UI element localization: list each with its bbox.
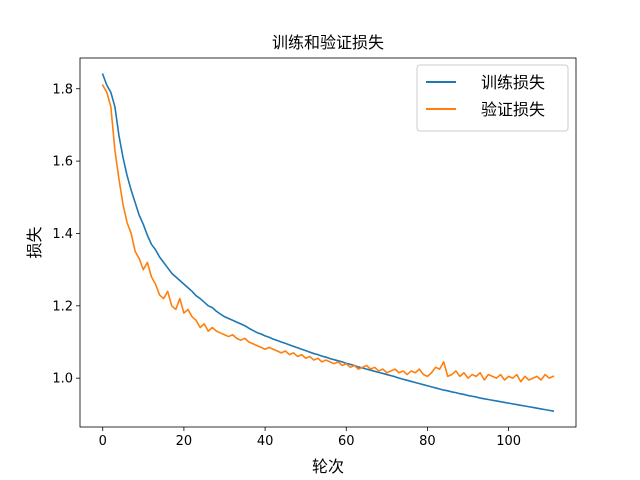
y-axis-ticks: 1.0 1.2 1.4 1.6 1.8 (52, 82, 80, 387)
y-tick-label: 1.6 (52, 155, 73, 170)
legend: 训练损失 验证损失 (416, 64, 569, 132)
y-tick-label: 1.4 (52, 227, 73, 242)
x-axis-ticks: 0 20 40 60 80 100 (99, 427, 521, 449)
x-tick-label: 0 (99, 434, 107, 449)
train-loss-line (101, 73, 555, 413)
y-axis-label: 损失 (25, 226, 44, 258)
y-tick-label: 1.2 (52, 299, 73, 314)
y-tick-label: 1.0 (52, 372, 73, 387)
legend-label-val: 验证损失 (481, 100, 545, 119)
val-loss-line (101, 84, 555, 383)
series-layer (101, 73, 555, 413)
x-axis-label: 轮次 (312, 457, 344, 476)
x-tick-label: 60 (338, 434, 355, 449)
x-tick-label: 100 (496, 434, 521, 449)
x-tick-label: 80 (419, 434, 436, 449)
y-tick-label: 1.8 (52, 82, 73, 97)
x-tick-label: 20 (176, 434, 193, 449)
x-tick-label: 40 (257, 434, 274, 449)
chart-title: 训练和验证损失 (272, 33, 384, 52)
legend-label-train: 训练损失 (481, 73, 545, 92)
plot-frame (79, 57, 577, 428)
